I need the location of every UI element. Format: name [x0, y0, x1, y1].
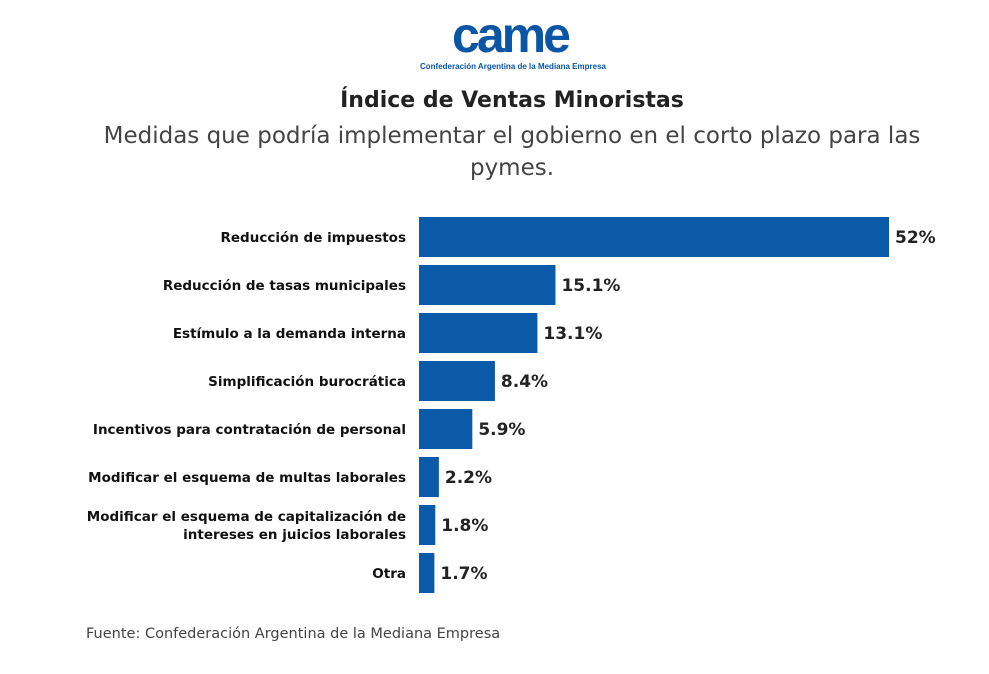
logo-mark: came: [452, 7, 571, 63]
data-label: 2.2%: [445, 468, 492, 488]
data-label: 8.4%: [501, 372, 548, 392]
chart-title: Índice de Ventas Minoristas: [340, 88, 684, 113]
bar: [419, 265, 556, 305]
source-note: Fuente: Confederación Argentina de la Me…: [86, 626, 501, 642]
data-label: 5.9%: [478, 420, 525, 440]
data-label: 13.1%: [543, 324, 602, 344]
bar: [419, 409, 473, 449]
logo-text: Confederación Argentina de la Mediana Em…: [420, 62, 606, 71]
data-label: 52%: [895, 228, 936, 248]
category-label: Estímulo a la demanda interna: [173, 326, 406, 342]
category-label: Simplificación burocrática: [208, 374, 406, 390]
category-label: Reducción de impuestos: [221, 230, 407, 246]
data-label: 1.7%: [440, 564, 487, 584]
category-label: Otra: [372, 566, 406, 582]
came-logo: came Confederación Argentina de la Media…: [420, 7, 606, 82]
bar: [419, 505, 436, 545]
chart-subtitle: Medidas que podría implementar el gobier…: [103, 123, 921, 181]
bar: [419, 361, 495, 401]
data-label: 15.1%: [561, 276, 620, 296]
category-label: Modificar el esquema de multas laborales: [88, 470, 406, 486]
category-label: Modificar el esquema de capitalización d…: [87, 509, 406, 543]
category-label: Reducción de tasas municipales: [163, 278, 406, 294]
bar: [419, 457, 439, 497]
data-label: 1.8%: [441, 516, 488, 536]
bar: [419, 553, 435, 593]
bar: [419, 313, 538, 353]
category-label: Incentivos para contratación de personal: [93, 422, 406, 438]
bar: [419, 217, 889, 257]
